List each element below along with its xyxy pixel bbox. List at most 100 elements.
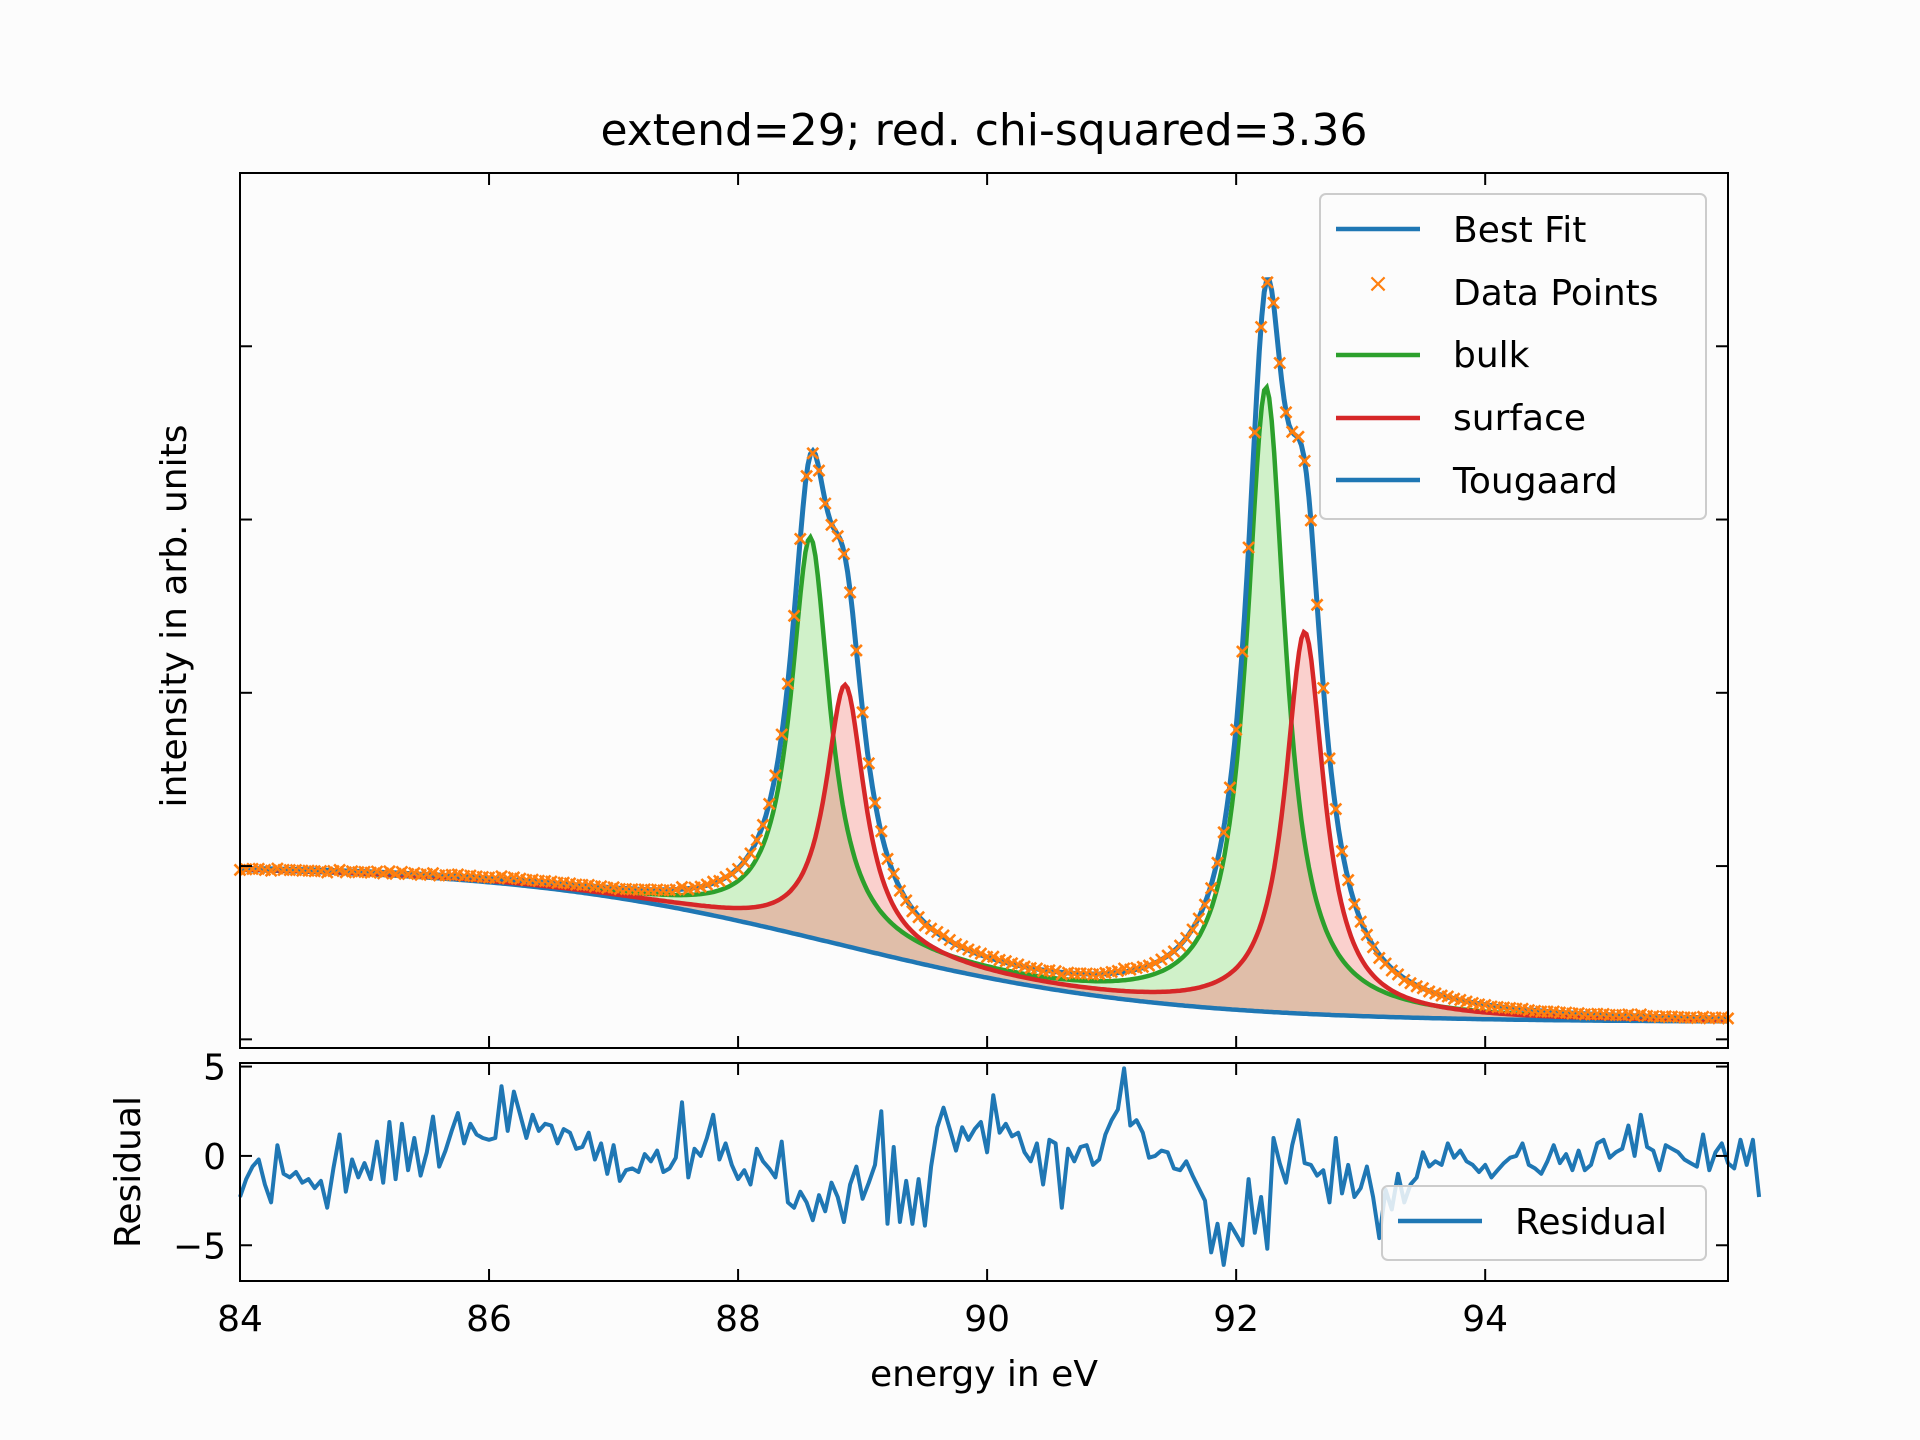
data-point: [1248, 425, 1262, 439]
data-point: [899, 893, 913, 907]
residual-axis-ticks: 84 86 88 90 92 94 5 0 −5: [173, 1048, 1728, 1340]
data-point: [781, 677, 795, 691]
data-point: [1341, 873, 1355, 887]
data-point: [1192, 912, 1206, 926]
x-tick-label: 92: [1213, 1299, 1259, 1340]
data-point: [1347, 897, 1361, 911]
x-tick-label: 86: [466, 1299, 512, 1340]
data-point: [1366, 940, 1380, 954]
residual-y-tick-label: 5: [203, 1048, 226, 1089]
residual-y-tick-label: 0: [203, 1137, 226, 1178]
data-point: [1316, 681, 1330, 695]
plot-title: extend=29; red. chi-squared=3.36: [600, 105, 1367, 156]
data-point: [762, 797, 776, 811]
main-axis-ticks: [239, 173, 1728, 1048]
residual-legend-frame: [1381, 1185, 1707, 1261]
data-point: [912, 910, 926, 924]
data-point: [1385, 964, 1399, 977]
x-tick-label: 94: [1462, 1299, 1508, 1340]
main-panel: extend=29; red. chi-squared=3.36 intensi…: [154, 105, 1735, 1049]
data-point: [974, 947, 988, 961]
x-axis-label: energy in eV: [870, 1354, 1098, 1395]
residual-line-group: [238, 1066, 1762, 1267]
data-point: [1310, 598, 1324, 612]
residual-panel: 84 86 88 90 92 94 5 0 −5 Residual energy in eV R…: [108, 1048, 1762, 1395]
data-point: [862, 756, 876, 770]
residual-legend: Residual: [1381, 1185, 1707, 1261]
data-point: [1049, 964, 1063, 978]
data-point: [1335, 844, 1349, 858]
main-legend: Best Fit × Data Points bulk surface Toug…: [1319, 193, 1707, 520]
data-point: [868, 796, 882, 810]
data-point: [737, 855, 751, 869]
data-point: [843, 585, 857, 599]
data-point: [1329, 802, 1343, 816]
data-point: [1179, 931, 1193, 945]
main-plot-frame: [239, 172, 1729, 1049]
data-point: [1354, 915, 1368, 929]
data-point: [837, 547, 851, 561]
data-point: [1416, 981, 1430, 995]
data-point: [955, 939, 969, 953]
data-point: [1148, 956, 1162, 970]
data-point: [1298, 454, 1312, 468]
x-tick-label: 90: [964, 1299, 1010, 1340]
data-point: [793, 532, 807, 546]
data-point: [1323, 751, 1336, 765]
x-tick-label: 88: [715, 1299, 761, 1340]
data-points-group: [233, 275, 1735, 1025]
data-point: [930, 925, 944, 939]
data-point: [1204, 881, 1218, 895]
data-point: [831, 529, 845, 543]
data-point: [1161, 949, 1175, 963]
data-point: [1360, 928, 1374, 942]
legend-label-bulk: bulk: [1453, 335, 1530, 376]
data-point: [787, 609, 801, 623]
series-residual: [238, 1066, 1762, 1267]
data-point: [1211, 856, 1224, 870]
residual-plot-frame: [239, 1062, 1729, 1282]
data-point: [825, 518, 838, 532]
data-point: [1217, 825, 1231, 839]
data-point: [1304, 513, 1318, 527]
data-point: [812, 464, 826, 478]
data-point: [750, 833, 764, 847]
data-point: [1223, 781, 1237, 795]
legend-label-data-points: Data Points: [1453, 273, 1659, 314]
data-point: [849, 643, 863, 657]
residual-y-tick-label: −5: [173, 1226, 226, 1267]
legend-label-residual: Residual: [1515, 1202, 1667, 1243]
data-point: [1279, 405, 1293, 419]
data-point: [1267, 296, 1280, 310]
data-point: [874, 824, 888, 838]
data-point: [719, 870, 733, 884]
data-point: [1260, 275, 1274, 289]
legend-label-tougaard: Tougaard: [1452, 461, 1618, 502]
data-point: [1198, 898, 1212, 912]
data-point: [800, 469, 814, 483]
residual-y-axis-label: Residual: [108, 1096, 149, 1248]
legend-label-surface: surface: [1453, 398, 1586, 439]
data-point: [1397, 973, 1411, 987]
x-tick-label: 84: [217, 1299, 263, 1340]
data-point: [806, 446, 820, 460]
data-point: [1291, 430, 1305, 444]
legend-label-best-fit: Best Fit: [1453, 210, 1586, 251]
legend-swatch-data-points: ×: [1367, 269, 1389, 299]
main-legend-frame: [1319, 193, 1707, 520]
data-point: [924, 922, 938, 936]
data-point: [1154, 953, 1168, 966]
data-point: [1242, 541, 1256, 554]
data-point: [818, 497, 832, 510]
data-point: [1229, 723, 1243, 737]
data-point: [1273, 356, 1287, 370]
data-point: [918, 918, 932, 932]
data-point: [881, 852, 894, 866]
data-point: [986, 950, 1000, 964]
data-point: [744, 846, 757, 860]
data-point: [1235, 645, 1249, 659]
data-point: [1186, 923, 1200, 936]
data-point: [943, 933, 957, 947]
data-point: [887, 867, 901, 881]
data-point: [856, 705, 870, 719]
